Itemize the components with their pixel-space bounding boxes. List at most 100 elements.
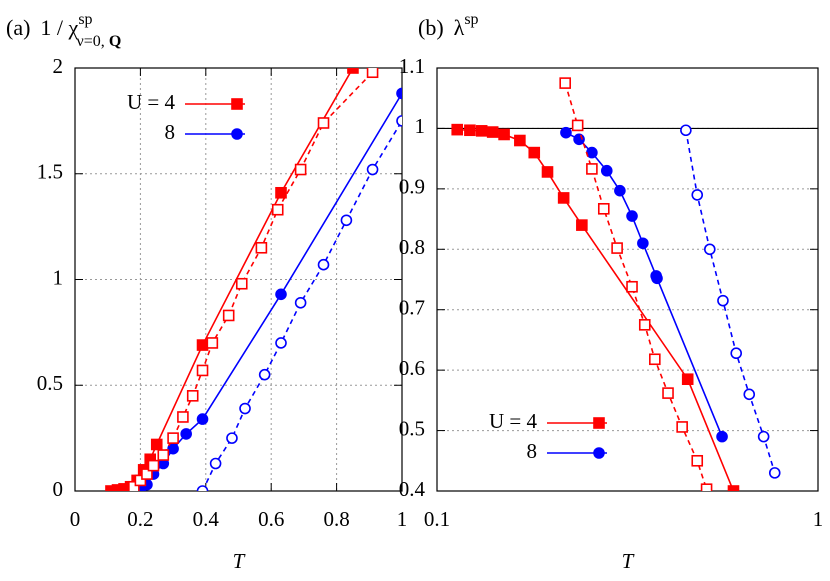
marker (366, 68, 379, 79)
y-tick-label: 1.5 (37, 160, 63, 184)
marker (231, 128, 243, 140)
title-sub: ν=0, (77, 33, 105, 50)
series-line (201, 120, 402, 491)
marker (560, 126, 572, 139)
title-main: λ (454, 15, 465, 40)
marker (576, 219, 588, 231)
x-tick-label: 1 (397, 507, 408, 531)
marker (271, 203, 284, 216)
marker (611, 242, 623, 254)
x-tick-label: 0.2 (127, 507, 153, 531)
panel-label: (a) (6, 15, 30, 40)
marker (557, 192, 570, 204)
marker (231, 98, 243, 110)
x-axis-label: T (622, 549, 635, 573)
plot-area (451, 77, 781, 491)
marker (464, 124, 476, 137)
marker (147, 459, 160, 472)
marker (541, 166, 554, 178)
marker (651, 272, 663, 285)
marker (294, 163, 307, 176)
x-tick-label: 0 (70, 507, 81, 531)
marker (340, 214, 353, 227)
x-axis-label: T (233, 549, 246, 573)
title-main: 1 / χ (40, 15, 78, 40)
y-tick-label: 0.7 (399, 296, 425, 320)
marker (727, 485, 740, 491)
marker (258, 368, 271, 381)
title-sup: sp (78, 11, 92, 28)
marker (768, 467, 781, 479)
marker (743, 388, 756, 401)
marker (186, 390, 199, 402)
marker (757, 430, 770, 443)
marker (700, 483, 713, 491)
marker (396, 87, 402, 100)
marker (167, 432, 179, 444)
marker (347, 68, 359, 74)
marker (206, 337, 219, 349)
chart-title: (a) 1 / χsp ν=0, Q (6, 11, 121, 50)
x-tick-label: 0.6 (258, 507, 284, 531)
marker (235, 277, 248, 290)
marker (134, 474, 147, 487)
chart-title: (b) λsp (418, 11, 479, 40)
y-tick-label: 0.4 (399, 477, 426, 501)
panel-label: (b) (418, 15, 444, 40)
legend-label: U = 4 (489, 409, 538, 433)
marker (475, 125, 488, 137)
y-tick-label: 0.8 (399, 235, 425, 259)
marker (486, 126, 499, 138)
marker (716, 430, 728, 443)
marker (275, 337, 287, 349)
marker (691, 454, 704, 467)
y-tick-label: 0.9 (399, 175, 425, 199)
marker (177, 411, 189, 423)
marker (638, 319, 651, 331)
plot-frame (74, 67, 403, 492)
marker (676, 421, 688, 433)
y-tick-label: 0.6 (399, 356, 425, 380)
marker (209, 457, 222, 470)
x-tick-label: 0.8 (323, 507, 349, 531)
marker (196, 413, 209, 425)
marker (150, 438, 163, 451)
x-tick-label: 0.1 (424, 507, 450, 531)
marker (275, 288, 287, 301)
legend-label: 8 (165, 120, 176, 144)
marker (275, 186, 287, 199)
marker (691, 189, 704, 201)
y-tick-label: 1 (53, 265, 64, 289)
marker (317, 258, 330, 271)
marker (680, 124, 692, 137)
title-sub-bold: Q (109, 33, 121, 50)
series-line (457, 128, 735, 491)
marker (637, 237, 649, 250)
marker (593, 447, 605, 459)
marker (649, 353, 661, 366)
marker (255, 241, 268, 254)
marker (586, 163, 598, 175)
marker (626, 280, 638, 293)
marker (141, 468, 153, 480)
marker (222, 309, 235, 322)
marker (196, 485, 209, 491)
marker (105, 485, 117, 491)
y-tick-label: 0.5 (399, 416, 425, 440)
marker (157, 449, 170, 461)
marker (662, 387, 674, 399)
y-tick-label: 0 (53, 477, 64, 501)
title-sup: sp (464, 11, 478, 28)
marker (681, 373, 694, 386)
series-line (685, 130, 776, 474)
y-tick-label: 1.1 (399, 54, 425, 78)
marker (559, 77, 571, 89)
marker (366, 163, 379, 176)
x-tick-label: 1 (813, 507, 824, 531)
marker (196, 364, 209, 377)
plot-frame (436, 67, 819, 492)
marker (614, 184, 626, 197)
marker (396, 115, 402, 127)
marker (730, 347, 743, 360)
